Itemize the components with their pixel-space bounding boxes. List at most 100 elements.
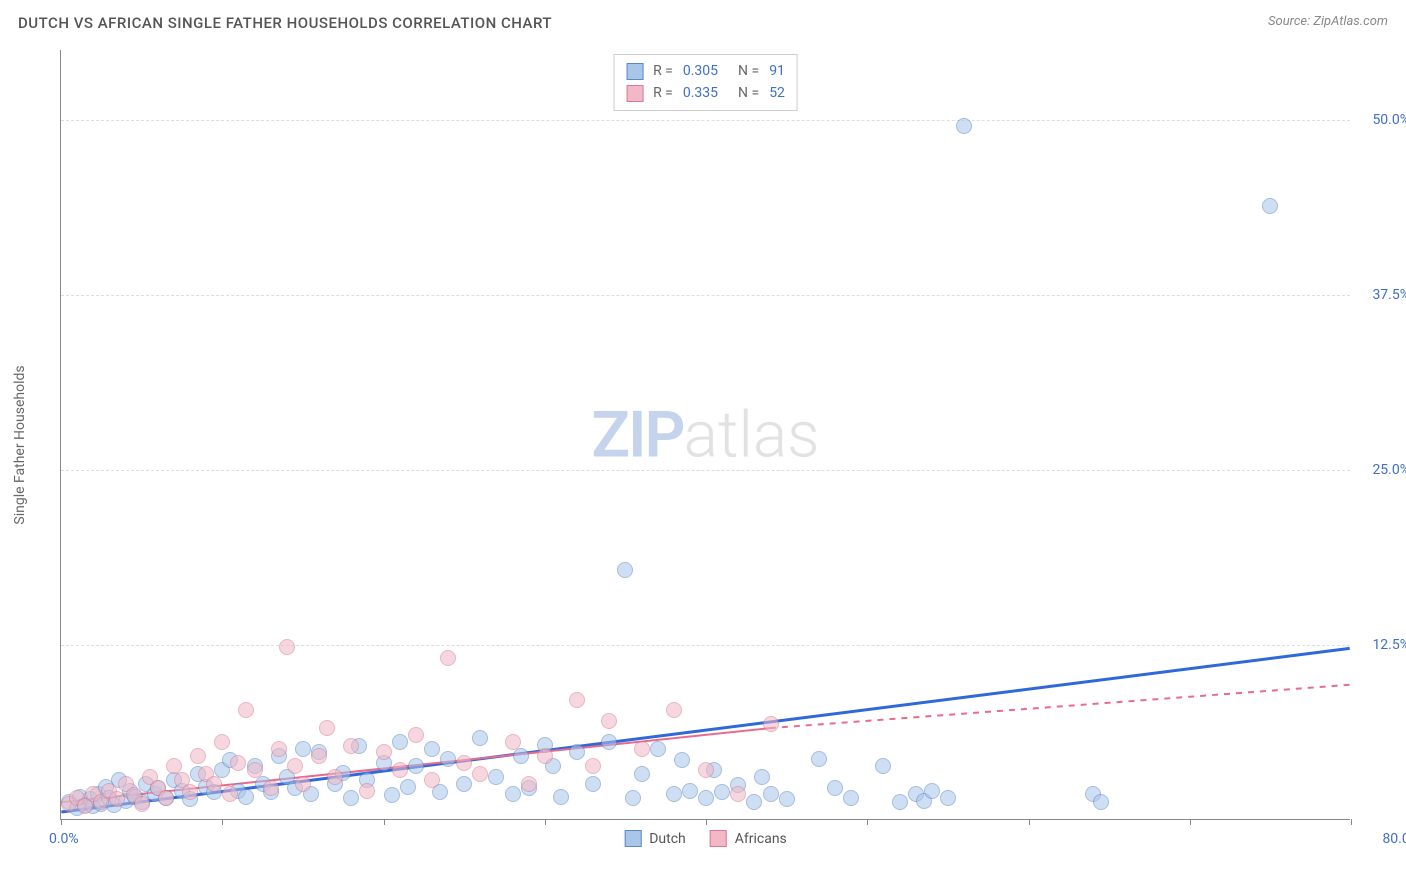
scatter-point <box>287 758 303 774</box>
legend-swatch <box>624 830 641 847</box>
scatter-point <box>230 755 246 771</box>
plot-area: ZIPatlas R =0.305N =91R =0.335N =52 0.0%… <box>60 50 1350 820</box>
scatter-point <box>698 762 714 778</box>
stats-row: R =0.305N =91 <box>626 60 785 82</box>
r-value: 0.335 <box>683 82 718 104</box>
scatter-point <box>875 758 891 774</box>
scatter-point <box>359 783 375 799</box>
scatter-point <box>440 751 456 767</box>
scatter-point <box>424 741 440 757</box>
watermark-atlas: atlas <box>684 397 820 472</box>
scatter-point <box>279 639 295 655</box>
scatter-point <box>456 776 472 792</box>
watermark-zip: ZIP <box>591 397 683 472</box>
scatter-point <box>666 786 682 802</box>
scatter-point <box>384 787 400 803</box>
scatter-point <box>424 772 440 788</box>
scatter-point <box>827 780 843 796</box>
scatter-point <box>730 786 746 802</box>
y-tick-label: 12.5% <box>1372 637 1406 653</box>
scatter-point <box>811 751 827 767</box>
x-tick <box>384 819 385 825</box>
scatter-point <box>440 650 456 666</box>
legend-label: Africans <box>735 831 787 847</box>
x-tick <box>61 819 62 825</box>
scatter-point <box>682 783 698 799</box>
scatter-point <box>158 790 174 806</box>
scatter-point <box>408 758 424 774</box>
scatter-point <box>392 734 408 750</box>
trend-lines <box>61 50 1350 819</box>
scatter-point <box>674 752 690 768</box>
scatter-point <box>505 734 521 750</box>
r-value: 0.305 <box>683 60 718 82</box>
scatter-point <box>956 118 972 134</box>
stats-row: R =0.335N =52 <box>626 82 785 104</box>
scatter-point <box>892 794 908 810</box>
scatter-point <box>238 789 254 805</box>
x-axis-min-label: 0.0% <box>49 831 79 847</box>
legend-label: Dutch <box>649 831 686 847</box>
scatter-point <box>843 790 859 806</box>
grid-line <box>61 645 1350 646</box>
n-label: N = <box>738 82 759 104</box>
scatter-point <box>1262 198 1278 214</box>
x-tick <box>706 819 707 825</box>
correlation-stats-box: R =0.305N =91R =0.335N =52 <box>613 54 798 111</box>
chart-title: DUTCH VS AFRICAN SINGLE FATHER HOUSEHOLD… <box>18 14 552 32</box>
y-axis-label: Single Father Households <box>12 365 28 524</box>
scatter-point <box>1093 794 1109 810</box>
x-axis-max-label: 80.0% <box>1382 831 1406 847</box>
scatter-point <box>601 713 617 729</box>
scatter-point <box>343 790 359 806</box>
scatter-point <box>625 790 641 806</box>
scatter-point <box>714 784 730 800</box>
scatter-point <box>472 766 488 782</box>
scatter-point <box>206 776 222 792</box>
scatter-point <box>134 796 150 812</box>
scatter-point <box>666 702 682 718</box>
scatter-point <box>408 727 424 743</box>
grid-line <box>61 295 1350 296</box>
scatter-point <box>238 702 254 718</box>
scatter-point <box>343 738 359 754</box>
legend-swatch <box>626 85 643 102</box>
source-attribution: Source: ZipAtlas.com <box>1268 14 1388 29</box>
scatter-point <box>940 790 956 806</box>
scatter-point <box>319 720 335 736</box>
scatter-point <box>924 783 940 799</box>
scatter-point <box>617 562 633 578</box>
n-label: N = <box>738 60 759 82</box>
scatter-point <box>400 779 416 795</box>
scatter-point <box>488 769 504 785</box>
grid-line <box>61 120 1350 121</box>
scatter-point <box>634 741 650 757</box>
scatter-point <box>601 734 617 750</box>
scatter-point <box>295 776 311 792</box>
y-tick-label: 50.0% <box>1372 112 1406 128</box>
scatter-point <box>472 730 488 746</box>
scatter-point <box>569 744 585 760</box>
scatter-point <box>109 791 125 807</box>
scatter-point <box>182 784 198 800</box>
scatter-point <box>521 776 537 792</box>
series-legend: Dutch Africans <box>624 830 787 847</box>
r-label: R = <box>653 60 673 82</box>
scatter-point <box>537 748 553 764</box>
legend-item: Africans <box>710 830 787 847</box>
scatter-point <box>754 769 770 785</box>
scatter-point <box>569 692 585 708</box>
y-tick-label: 25.0% <box>1372 462 1406 478</box>
scatter-point <box>190 748 206 764</box>
y-tick-label: 37.5% <box>1372 287 1406 303</box>
scatter-point <box>650 741 666 757</box>
chart-container: Single Father Households ZIPatlas R =0.3… <box>50 50 1395 840</box>
scatter-point <box>327 769 343 785</box>
scatter-point <box>513 748 529 764</box>
scatter-point <box>779 791 795 807</box>
scatter-point <box>456 755 472 771</box>
scatter-point <box>376 744 392 760</box>
scatter-point <box>247 762 263 778</box>
scatter-point <box>392 762 408 778</box>
r-label: R = <box>653 82 673 104</box>
